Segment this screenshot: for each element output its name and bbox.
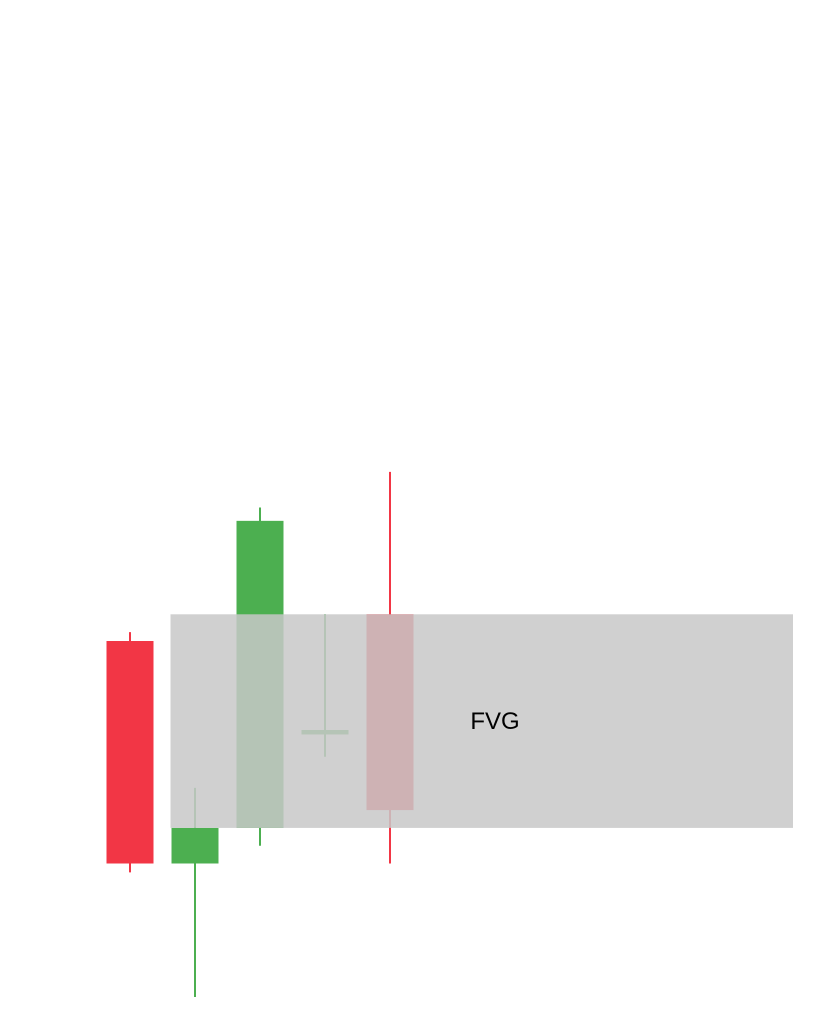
fvg-zone: [170, 614, 793, 828]
candle-body: [171, 827, 219, 864]
candle-body: [106, 641, 154, 864]
fvg-label: FVG: [470, 708, 519, 735]
candle: [106, 632, 154, 873]
labels-layer: FVG: [170, 614, 793, 828]
